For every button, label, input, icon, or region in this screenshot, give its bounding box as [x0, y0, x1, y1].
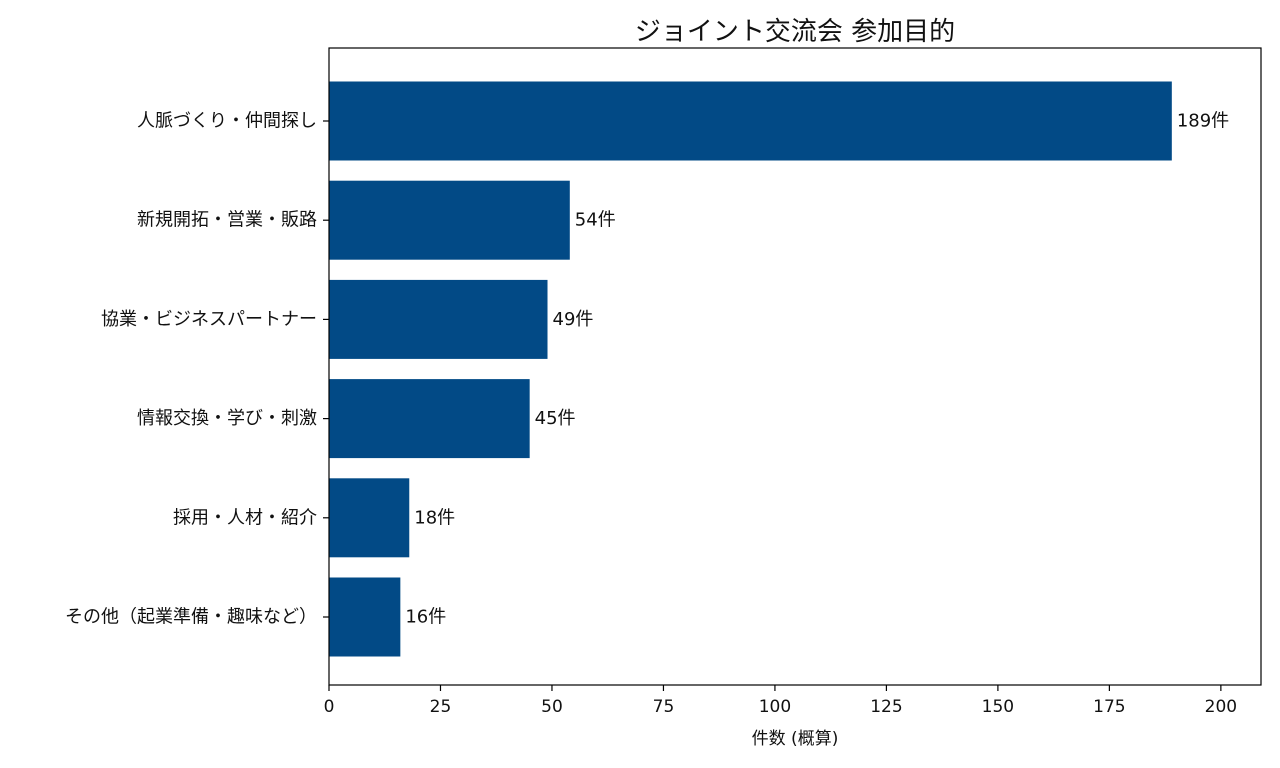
x-tick-label: 75 — [653, 697, 675, 717]
x-tick-label: 150 — [982, 697, 1014, 717]
x-tick-label: 0 — [324, 697, 335, 717]
data-label: 45件 — [535, 408, 576, 429]
data-label: 54件 — [575, 210, 616, 231]
chart-title: ジョイント交流会 参加目的 — [635, 17, 955, 47]
data-label: 16件 — [405, 607, 446, 628]
bar — [329, 180, 570, 260]
data-label: 18件 — [414, 507, 455, 528]
bar — [329, 577, 401, 657]
x-tick-label: 125 — [870, 697, 902, 717]
data-labels: 189件 54件 49件 45件 18件 16件 — [405, 111, 1229, 628]
category-label: 新規開拓・営業・販路 — [137, 210, 317, 231]
x-tick-label: 175 — [1093, 697, 1125, 717]
x-tick-label: 200 — [1205, 697, 1237, 717]
bar — [329, 279, 548, 359]
x-axis-label: 件数 (概算) — [752, 729, 839, 749]
category-label: 人脈づくり・仲間探し — [137, 111, 317, 132]
category-label: 採用・人材・紹介 — [173, 507, 317, 528]
category-label: その他（起業準備・趣味など） — [65, 607, 317, 628]
x-axis: 0 25 50 75 100 125 150 175 200 — [324, 685, 1237, 717]
x-tick-label: 25 — [430, 697, 452, 717]
x-tick-label: 50 — [541, 697, 563, 717]
x-tick-label: 100 — [759, 697, 791, 717]
plot-frame — [328, 47, 1262, 686]
bar — [329, 478, 410, 558]
category-label: 情報交換・学び・刺激 — [137, 408, 317, 429]
category-labels: 人脈づくり・仲間探し新規開拓・営業・販路協業・ビジネスパートナー情報交換・学び・… — [65, 111, 329, 628]
data-label: 189件 — [1177, 111, 1229, 132]
bar — [329, 81, 1172, 161]
category-label: 協業・ビジネスパートナー — [101, 309, 317, 330]
data-label: 49件 — [553, 309, 594, 330]
bars-group — [329, 81, 1172, 657]
bar — [329, 379, 530, 459]
